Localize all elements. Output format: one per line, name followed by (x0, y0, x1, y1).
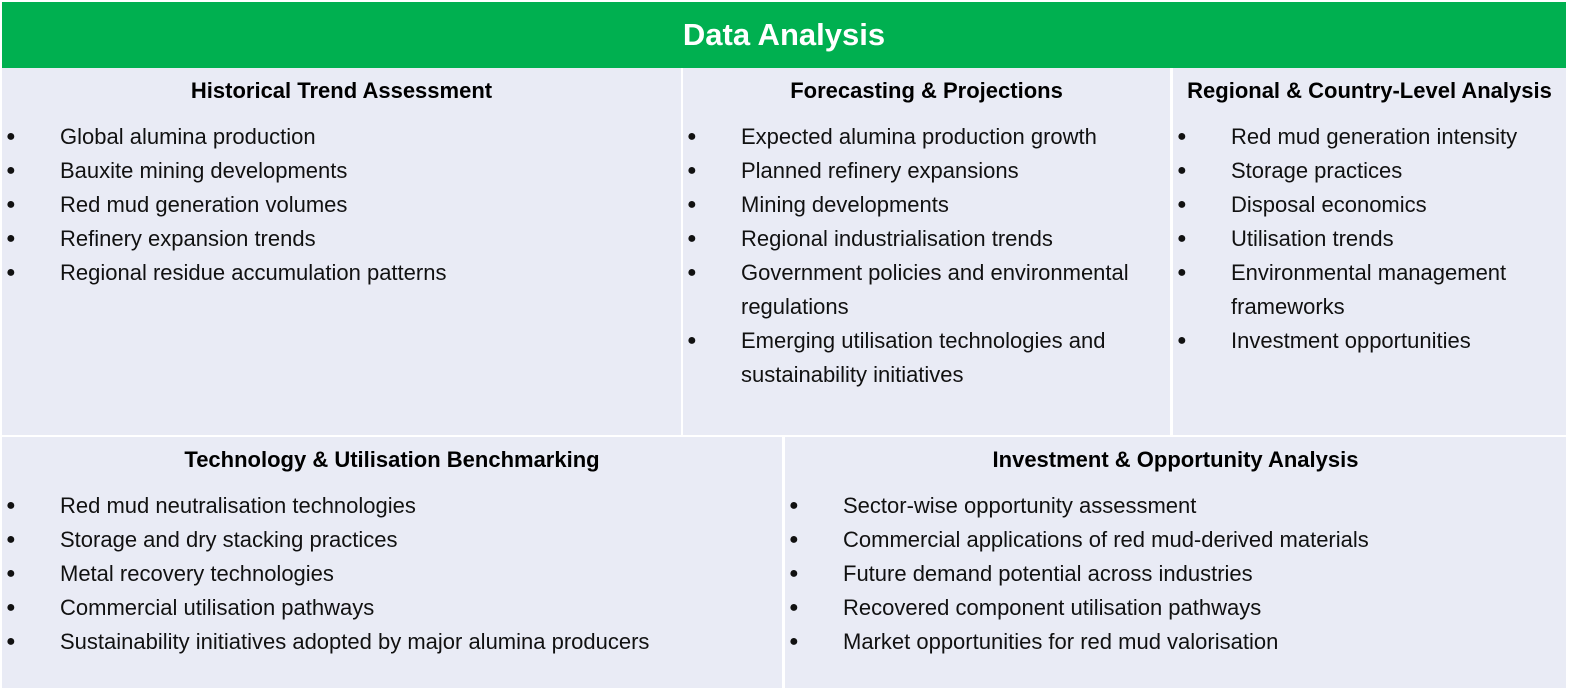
bullet-item: Future demand potential across industrie… (785, 557, 1554, 591)
bullet-item: Storage practices (1173, 154, 1554, 188)
bullet-list: Global alumina productionBauxite mining … (2, 120, 669, 290)
bullet-list: Sector-wise opportunity assessmentCommer… (785, 489, 1554, 659)
bullet-item: Commercial applications of red mud-deriv… (785, 523, 1554, 557)
bullet-item: Emerging utilisation technologies and su… (683, 324, 1158, 392)
bullet-item: Environmental management frameworks (1173, 256, 1554, 324)
bullet-item: Mining developments (683, 188, 1158, 222)
bullet-item: Disposal economics (1173, 188, 1554, 222)
bullet-item: Commercial utilisation pathways (2, 591, 770, 625)
section-heading: Regional & Country-Level Analysis (1187, 78, 1552, 103)
bullet-item: Regional industrialisation trends (683, 222, 1158, 256)
bullet-item: Utilisation trends (1173, 222, 1554, 256)
bullet-item: Investment opportunities (1173, 324, 1554, 358)
section-heading: Forecasting & Projections (790, 78, 1063, 103)
section-heading: Technology & Utilisation Benchmarking (184, 447, 600, 472)
bullet-item: Global alumina production (2, 120, 669, 154)
section-heading: Historical Trend Assessment (190, 78, 493, 103)
title-bar: Data Analysis (2, 2, 1566, 68)
bullet-item: Sustainability initiatives adopted by ma… (2, 625, 770, 659)
bullet-list: Expected alumina production growthPlanne… (683, 120, 1158, 392)
bullet-item: Regional residue accumulation patterns (2, 256, 669, 290)
bullet-item: Sector-wise opportunity assessment (785, 489, 1554, 523)
bullet-list: Red mud generation intensityStorage prac… (1173, 120, 1554, 358)
bullet-item: Recovered component utilisation pathways (785, 591, 1554, 625)
bullet-item: Red mud generation intensity (1173, 120, 1554, 154)
bullet-item: Refinery expansion trends (2, 222, 669, 256)
bullet-item: Storage and dry stacking practices (2, 523, 770, 557)
bullet-item: Red mud generation volumes (2, 188, 669, 222)
section: Forecasting & Projections Expected alumin… (683, 68, 1170, 435)
bullet-item: Expected alumina production growth (683, 120, 1158, 154)
section-heading: Investment & Opportunity Analysis (992, 447, 1359, 472)
section: Investment & Opportunity Analysis Sector-… (785, 437, 1566, 688)
bullet-item: Bauxite mining developments (2, 154, 669, 188)
bullet-item: Planned refinery expansions (683, 154, 1158, 188)
bullet-item: Red mud neutralisation technologies (2, 489, 770, 523)
bullet-list: Red mud neutralisation technologiesStora… (2, 489, 770, 659)
section: Regional & Country-Level Analysis Red mud… (1173, 68, 1566, 435)
bullet-item: Government policies and environmental re… (683, 256, 1158, 324)
section: Historical Trend Assessment Global alumin… (2, 68, 681, 435)
bullet-item: Market opportunities for red mud valoris… (785, 625, 1554, 659)
section: Technology & Utilisation Benchmarking Red… (2, 437, 782, 688)
bullet-item: Metal recovery technologies (2, 557, 770, 591)
